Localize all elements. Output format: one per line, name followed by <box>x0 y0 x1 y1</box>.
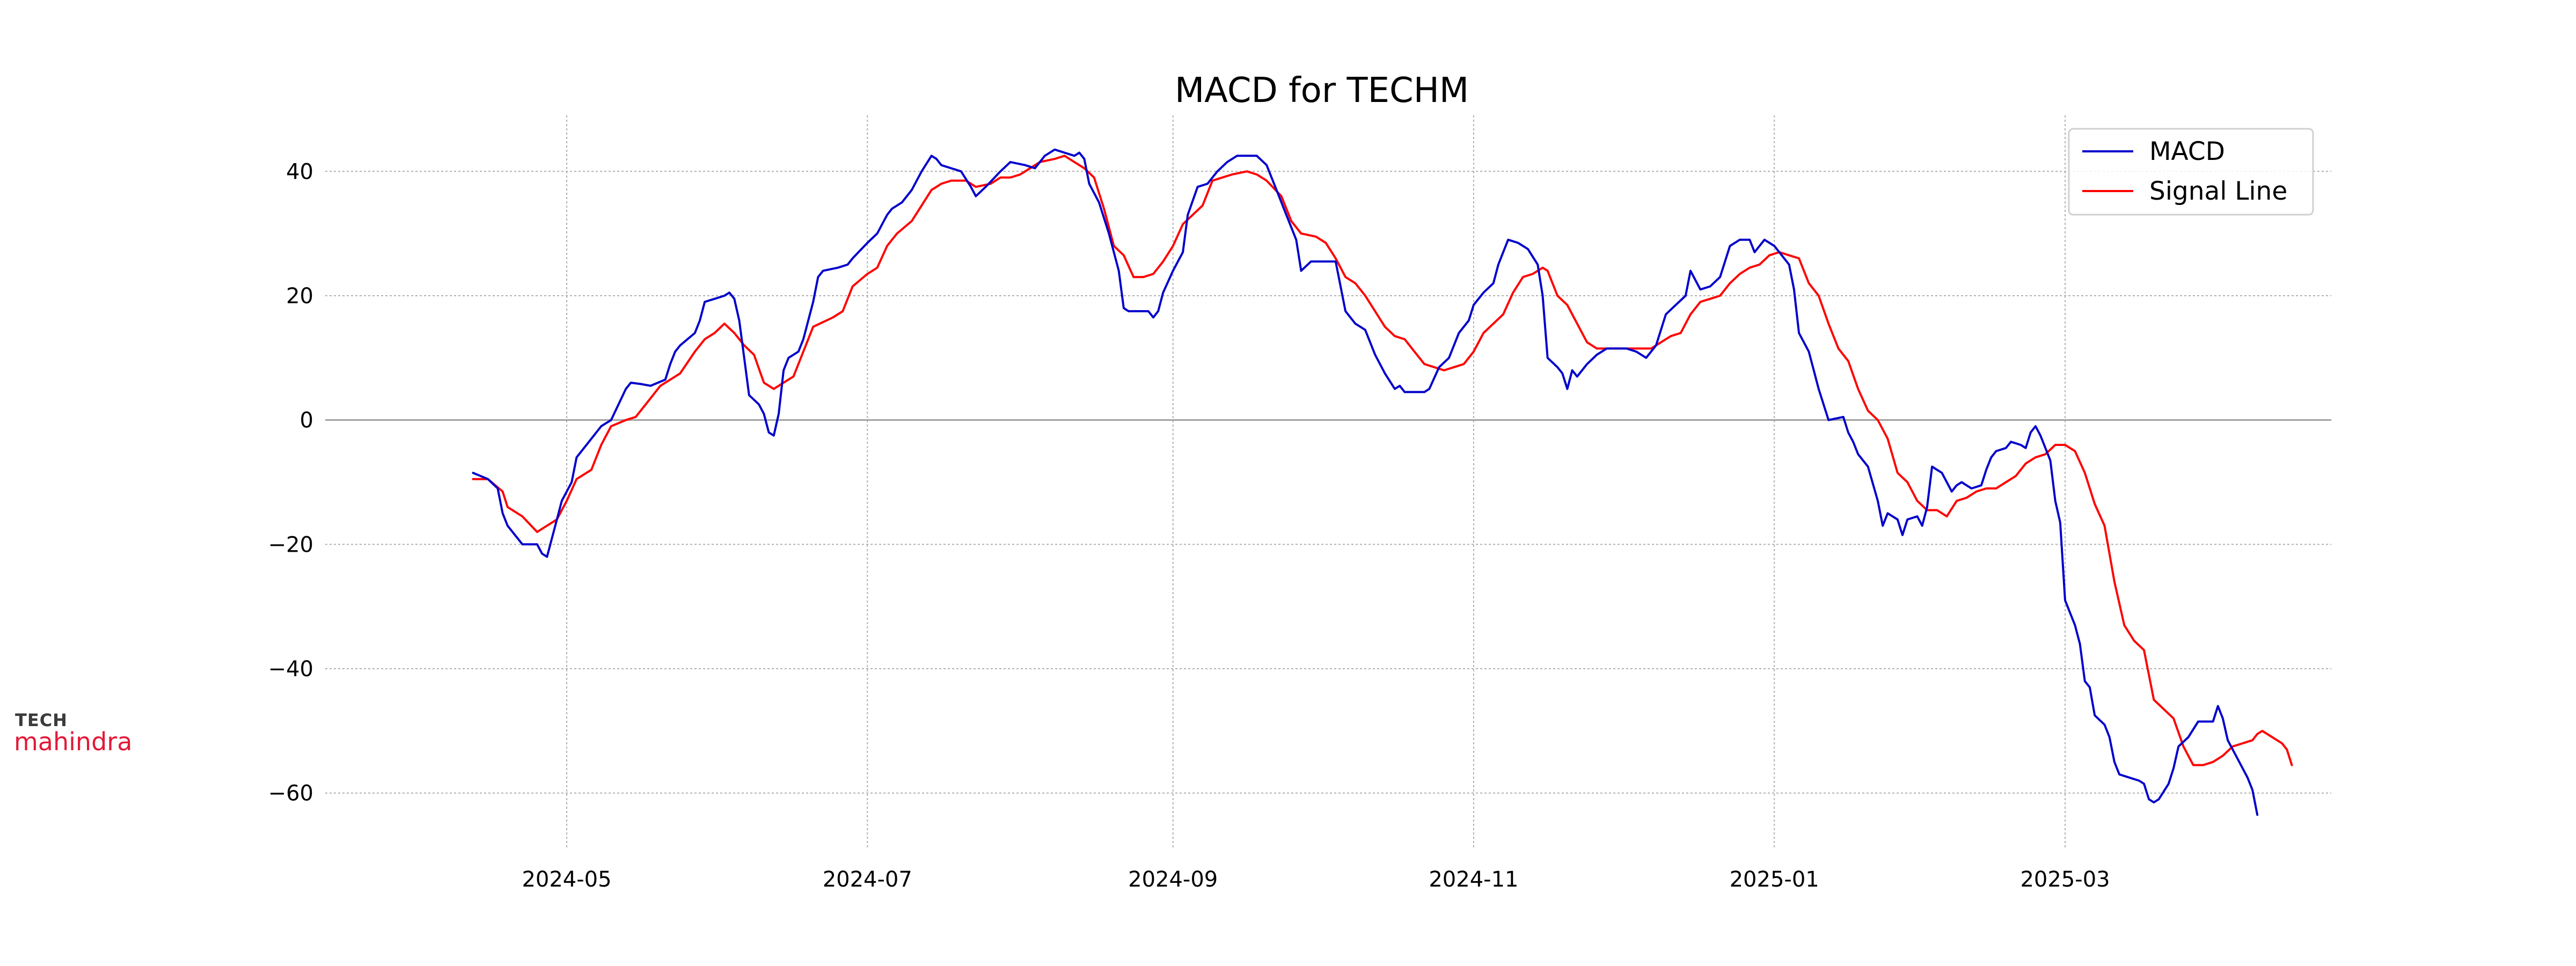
y-tick-label: 20 <box>286 284 313 309</box>
legend-label-macd: MACD <box>2149 137 2225 166</box>
x-tick-label: 2024-09 <box>1128 867 1218 892</box>
y-tick-label: 0 <box>300 408 313 433</box>
x-tick-label: 2025-03 <box>2020 867 2110 892</box>
series-line-signal-line <box>472 155 2293 766</box>
x-tick-label: 2024-11 <box>1429 867 1518 892</box>
y-tick-label: −60 <box>268 781 313 806</box>
series-line-macd <box>472 148 2259 816</box>
tech-mahindra-logo: TECH mahindra <box>14 710 132 756</box>
grid <box>325 115 2331 849</box>
y-tick-label: 40 <box>286 159 313 184</box>
logo-text-bottom: mahindra <box>14 727 132 756</box>
x-tick-label: 2024-05 <box>522 867 611 892</box>
series-lines <box>472 148 2293 816</box>
y-tick-labels: 40 20 0 −20 −40 −60 <box>268 159 313 806</box>
y-tick-label: −40 <box>268 657 313 682</box>
legend-label-signal-line: Signal Line <box>2149 177 2287 206</box>
y-tick-label: −20 <box>268 532 313 557</box>
legend: MACD Signal Line <box>2068 128 2314 216</box>
x-tick-labels: 2024-05 2024-07 2024-09 2024-11 2025-01 2025-… <box>522 867 2110 892</box>
x-tick-label: 2025-01 <box>1730 867 1819 892</box>
chart-title: MACD for TECHM <box>1175 71 1469 111</box>
x-tick-label: 2024-07 <box>823 867 912 892</box>
logo-text-top: TECH <box>15 710 68 730</box>
